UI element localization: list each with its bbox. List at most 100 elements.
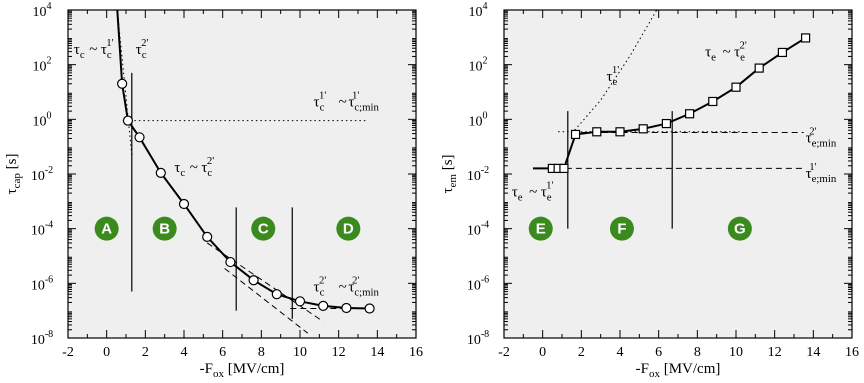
data-point: [225, 256, 236, 268]
data-point: [638, 124, 648, 134]
y-axis-label: τem [s]: [440, 154, 459, 193]
x-tick-label: 12: [768, 345, 782, 360]
region-badge-c: C: [251, 216, 276, 241]
region-badge-f: F: [609, 216, 634, 241]
x-tick-label: 4: [181, 345, 188, 360]
data-point: [122, 115, 134, 126]
data-point: [202, 231, 213, 242]
data-point: [178, 198, 190, 210]
minor-ticks: [504, 10, 852, 338]
y-tick-label: 10-2: [31, 165, 53, 184]
data-point: [248, 275, 259, 286]
data-point: [800, 33, 811, 43]
data-point: [294, 296, 306, 307]
right-panel-tau-em: -2 0 2 4 6 8 10 12 14 16 10-8 10-6 10-4 10-2 100 102 104…: [440, 1, 859, 380]
plot-area: [68, 10, 416, 338]
data-point: [592, 127, 602, 137]
region-badge-label: E: [536, 221, 546, 238]
annotation-tau-c2-top: τc2': [136, 37, 149, 61]
data-point: [117, 78, 128, 89]
annotation-approx: ~: [339, 94, 347, 110]
region-badge-b: B: [152, 216, 177, 241]
asymptote-tau-c2: [206, 242, 324, 322]
data-point: [615, 127, 625, 137]
annotation-tau-e1-top: τe1': [606, 64, 619, 88]
annotation-tau-c1-min: τc;min1': [348, 89, 379, 113]
data-point: [570, 129, 581, 140]
region-badge-a: A: [94, 216, 119, 241]
plot-frame: [67, 9, 417, 339]
y-tick-label: 104: [33, 1, 52, 20]
x-tick-label: 10: [293, 345, 307, 360]
y-tick-label: 100: [33, 110, 52, 129]
data-point: [777, 47, 788, 58]
y-tick-label: 10-2: [467, 165, 489, 184]
region-badge-circle: [94, 216, 119, 241]
left-panel-tau-cap: -2 0 2 4 6 8 10 12 14 16 10-8 10-6 10-4 10-2 100 102 104…: [4, 1, 423, 380]
data-point: [318, 300, 329, 311]
region-badge-label: B: [159, 221, 170, 238]
plot-content: [116, 10, 375, 334]
region-badge-label: G: [734, 221, 746, 238]
data-point: [754, 63, 764, 73]
region-badge-g: G: [727, 216, 752, 241]
x-tick-label: 2: [142, 345, 149, 360]
x-tick-label: 6: [655, 345, 662, 360]
asymptote-tau-c2-b: [224, 268, 309, 334]
plot-frame: [503, 9, 853, 339]
plot-content: [533, 10, 811, 229]
data-point: [271, 289, 282, 300]
annotation-tau-c1: τc1': [101, 37, 114, 61]
region-badge-label: F: [617, 221, 626, 238]
annotation-tau-e2-right: τe2': [734, 39, 747, 63]
x-tick-label: -2: [498, 345, 510, 360]
annotation-tau-c2-min: τc;min2': [348, 275, 379, 299]
x-tick-label: 2: [578, 345, 585, 360]
annotation-tau-c-mid: τc: [174, 160, 185, 179]
x-axis-label: -Fox [MV/cm]: [636, 361, 721, 380]
region-badge-circle: [251, 216, 276, 241]
region-badge-circle: [727, 216, 752, 241]
y-tick-label: 100: [469, 110, 488, 129]
annotation-approx: ~: [339, 280, 347, 296]
plot-area: [504, 10, 852, 338]
data-point: [684, 109, 695, 119]
minor-ticks: [68, 10, 416, 338]
data-point: [341, 302, 352, 314]
y-tick-label: 102: [469, 56, 488, 75]
annotation-tau-c1-right: τc1': [314, 89, 327, 113]
y-tick-label: 10-8: [31, 329, 53, 348]
annotation-tau-e1-min: τe;min1': [806, 161, 837, 185]
region-badge-circle: [336, 216, 361, 241]
annotation-tau-e-left: τe: [512, 185, 523, 204]
y-tick-label: 10-8: [467, 329, 489, 348]
region-badge-d: D: [336, 216, 361, 241]
annotation-tau-e-right: τe: [705, 44, 716, 63]
region-badge-label: D: [343, 221, 354, 238]
annotation-approx: ~: [529, 185, 537, 201]
x-axis-label: -Fox [MV/cm]: [200, 361, 285, 380]
x-tick-label: 12: [332, 345, 346, 360]
region-badge-label: C: [258, 221, 269, 238]
data-point: [708, 96, 718, 107]
data-point: [559, 163, 569, 174]
x-tick-label: 4: [617, 345, 624, 360]
y-tick-label: 102: [33, 56, 52, 75]
x-tick-label: -2: [62, 345, 74, 360]
annotation-tau-c2-right: τc2': [314, 275, 327, 299]
data-point: [155, 167, 166, 178]
x-tick-label: 0: [103, 345, 110, 360]
y-tick-label: 104: [469, 1, 488, 20]
annotation-approx: ~: [722, 44, 730, 60]
region-badge-circle: [609, 216, 634, 241]
annotation-tau-e1-left: τe1': [541, 180, 554, 204]
y-tick-label: 10-4: [31, 220, 53, 239]
x-tick-label: 16: [845, 345, 859, 360]
data-point: [364, 303, 375, 314]
data-point: [134, 132, 145, 143]
y-tick-label: 10-6: [467, 274, 489, 293]
x-tick-label: 8: [694, 345, 701, 360]
x-tick-label: 8: [258, 345, 265, 360]
region-badge-circle: [528, 216, 553, 241]
x-tick-label: 10: [729, 345, 743, 360]
